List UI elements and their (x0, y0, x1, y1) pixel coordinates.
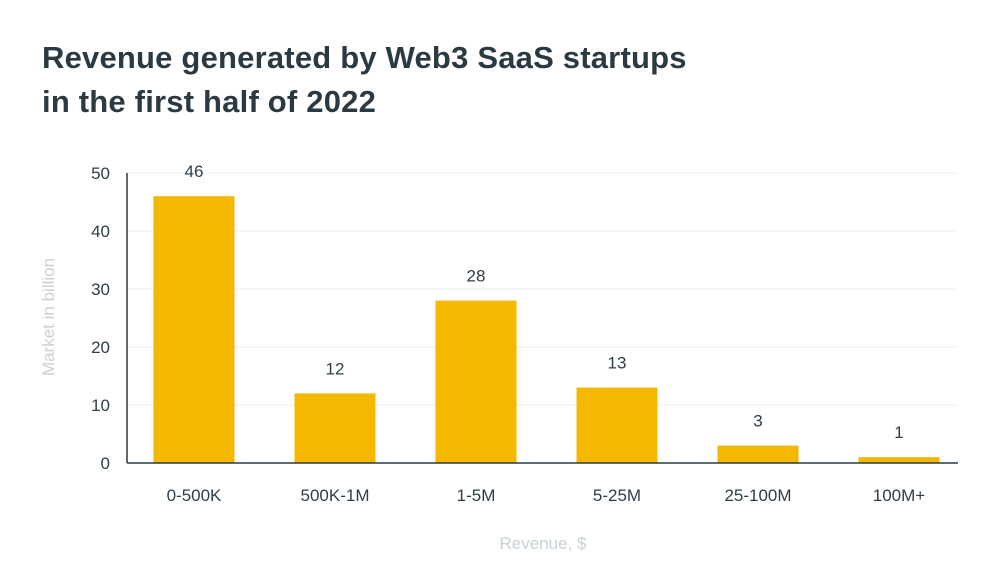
data-label: 12 (326, 359, 345, 378)
gridlines (127, 172, 958, 406)
axes (126, 173, 958, 464)
x-tick-labels: 0-500K 500K-1M 1-5M 5-25M 25-100M 100M+ (167, 486, 926, 505)
bar (858, 457, 940, 463)
data-label: 46 (185, 162, 204, 181)
chart-title-line-2: in the first half of 2022 (42, 84, 377, 119)
data-label: 3 (753, 412, 762, 431)
bar (153, 196, 235, 463)
y-tick-label: 20 (91, 338, 110, 357)
bar (717, 445, 799, 463)
y-tick-labels: 0 10 20 30 40 50 (91, 164, 110, 473)
y-tick-label: 40 (91, 222, 110, 241)
bars (153, 196, 940, 463)
y-tick-label: 50 (91, 164, 110, 183)
data-label: 28 (467, 267, 486, 286)
x-tick-label: 25-100M (724, 486, 791, 505)
x-axis-title: Revenue, $ (500, 534, 587, 553)
x-tick-label: 5-25M (593, 486, 641, 505)
chart-title: Revenue generated by Web3 SaaS startups … (42, 36, 842, 124)
data-labels: 46 12 28 13 3 1 (185, 162, 904, 442)
bar (435, 300, 517, 463)
y-tick-label: 0 (101, 454, 110, 473)
x-tick-label: 0-500K (167, 486, 222, 505)
x-tick-label: 100M+ (873, 486, 926, 505)
y-axis-title: Market in billion (39, 258, 58, 376)
x-tick-label: 1-5M (457, 486, 496, 505)
bar (294, 393, 376, 463)
bar (576, 387, 658, 463)
x-tick-label: 500K-1M (301, 486, 370, 505)
y-tick-label: 30 (91, 280, 110, 299)
y-tick-label: 10 (91, 396, 110, 415)
chart-title-line-1: Revenue generated by Web3 SaaS startups (42, 40, 687, 75)
data-label: 1 (894, 423, 903, 442)
data-label: 13 (608, 354, 627, 373)
